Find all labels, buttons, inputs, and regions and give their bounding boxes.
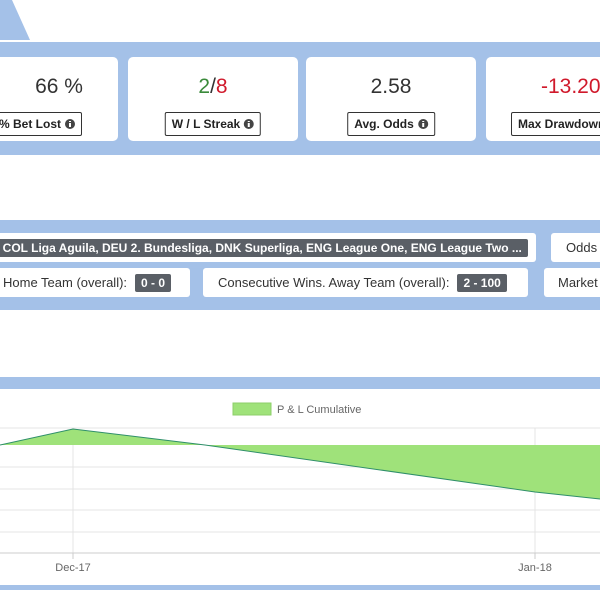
info-icon[interactable]	[417, 119, 428, 129]
market-filter[interactable]: Market	[544, 268, 600, 297]
away-badge: 2 - 100	[457, 273, 507, 292]
stat-value: 2.58	[370, 75, 412, 98]
home-label: Home Team (overall):	[3, 275, 128, 290]
stat-label[interactable]: Avg. Odds	[347, 112, 435, 136]
wins: 2	[198, 75, 211, 98]
odds-text: Odds	[566, 240, 598, 255]
label-text: Avg. Odds	[354, 117, 414, 131]
stats-panel: 66 % % Bet Lost 2/8 W / L Streak 2.58 Av…	[0, 42, 600, 155]
home-filter[interactable]: Home Team (overall): 0 - 0	[0, 268, 190, 297]
chart-panel: P & L Cumulative Dec-17 Jan-18	[0, 377, 600, 590]
away-filter[interactable]: Consecutive Wins. Away Team (overall): 2…	[203, 268, 528, 297]
x-label: Jan-18	[518, 562, 552, 574]
league-filter[interactable]: , COL Liga Aguila, DEU 2. Bundesliga, DN…	[0, 233, 536, 262]
home-badge: 0 - 0	[135, 273, 172, 292]
top-banner	[0, 0, 30, 40]
pl-line	[0, 428, 600, 500]
chart: P & L Cumulative Dec-17 Jan-18	[0, 402, 600, 574]
label-text: Max Drawdown	[518, 117, 600, 131]
legend-label[interactable]: P & L Cumulative	[277, 404, 361, 416]
stat-card: 2.58 Avg. Odds	[306, 57, 476, 141]
stat-value: 2/8	[128, 75, 298, 99]
stat-card: -13.20 Max Drawdown	[486, 57, 600, 141]
label-text: % Bet Lost	[0, 117, 61, 131]
legend-swatch[interactable]	[232, 402, 272, 416]
chart-card: P & L Cumulative Dec-17 Jan-18	[0, 389, 600, 585]
label-text: W / L Streak	[171, 117, 241, 131]
stat-value: 66 %	[35, 75, 83, 98]
stat-card: 66 % % Bet Lost	[0, 57, 118, 141]
stat-value: -13.20	[541, 75, 600, 98]
x-label: Dec-17	[55, 562, 90, 574]
odds-filter[interactable]: Odds	[551, 233, 600, 262]
stat-label[interactable]: W / L Streak	[164, 112, 262, 136]
filters-panel: , COL Liga Aguila, DEU 2. Bundesliga, DN…	[0, 220, 600, 310]
separator: /	[210, 75, 216, 98]
away-label: Consecutive Wins. Away Team (overall):	[218, 275, 450, 290]
stat-card: 2/8 W / L Streak	[128, 57, 298, 141]
stat-label[interactable]: % Bet Lost	[0, 112, 82, 136]
info-icon[interactable]	[65, 119, 75, 129]
pl-area	[0, 429, 600, 499]
league-badge: , COL Liga Aguila, DEU 2. Bundesliga, DN…	[0, 238, 528, 257]
market-text: Market	[558, 275, 598, 290]
stat-label[interactable]: Max Drawdown	[511, 112, 600, 136]
info-icon[interactable]	[244, 119, 255, 129]
losses: 8	[215, 75, 228, 98]
